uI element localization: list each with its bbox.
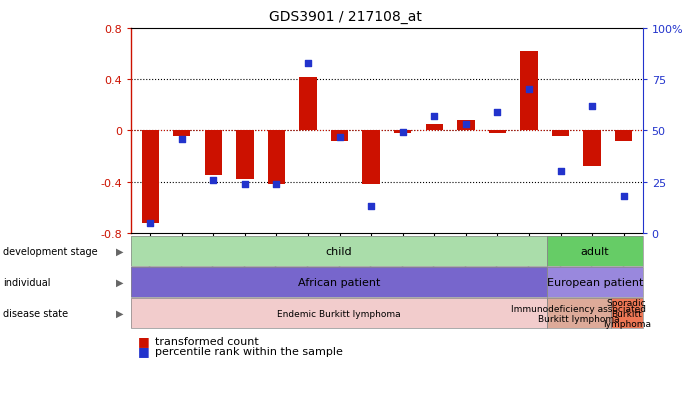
Point xyxy=(524,87,535,94)
Bar xyxy=(331,131,348,141)
Point xyxy=(555,169,566,175)
Bar xyxy=(394,131,411,134)
Bar xyxy=(142,131,159,223)
Text: disease state: disease state xyxy=(3,309,68,318)
Bar xyxy=(236,131,254,180)
Text: ▶: ▶ xyxy=(115,247,123,256)
Point xyxy=(366,204,377,210)
Bar xyxy=(615,131,632,141)
Text: Immunodeficiency associated
Burkitt lymphoma: Immunodeficiency associated Burkitt lymp… xyxy=(511,304,646,323)
Text: GDS3901 / 217108_at: GDS3901 / 217108_at xyxy=(269,10,422,24)
Text: ▶: ▶ xyxy=(115,309,123,318)
Text: Sporadic
Burkitt
lymphoma: Sporadic Burkitt lymphoma xyxy=(603,299,651,328)
Point xyxy=(144,220,155,226)
Point xyxy=(460,122,471,128)
Bar xyxy=(268,131,285,185)
Point xyxy=(618,193,630,200)
Bar xyxy=(457,121,475,131)
Text: transformed count: transformed count xyxy=(155,336,259,346)
Bar xyxy=(426,125,443,131)
Bar xyxy=(173,131,191,136)
Bar xyxy=(299,78,316,131)
Point xyxy=(271,181,282,188)
Text: African patient: African patient xyxy=(298,278,380,287)
Point xyxy=(176,136,187,142)
Text: European patient: European patient xyxy=(547,278,643,287)
Text: individual: individual xyxy=(3,278,51,287)
Point xyxy=(208,177,219,183)
Point xyxy=(303,60,314,67)
Text: child: child xyxy=(325,247,352,256)
Point xyxy=(492,109,503,116)
Bar xyxy=(520,52,538,131)
Point xyxy=(397,130,408,136)
Text: percentile rank within the sample: percentile rank within the sample xyxy=(155,346,343,356)
Text: development stage: development stage xyxy=(3,247,98,256)
Bar xyxy=(205,131,222,176)
Text: adult: adult xyxy=(580,247,609,256)
Point xyxy=(587,103,598,110)
Point xyxy=(429,114,440,120)
Point xyxy=(334,134,345,140)
Bar xyxy=(583,131,600,167)
Bar xyxy=(489,131,506,134)
Point xyxy=(239,181,250,188)
Text: ■: ■ xyxy=(138,334,150,347)
Text: ■: ■ xyxy=(138,344,150,358)
Bar xyxy=(552,131,569,136)
Bar xyxy=(363,131,380,185)
Text: ▶: ▶ xyxy=(115,278,123,287)
Text: Endemic Burkitt lymphoma: Endemic Burkitt lymphoma xyxy=(277,309,401,318)
